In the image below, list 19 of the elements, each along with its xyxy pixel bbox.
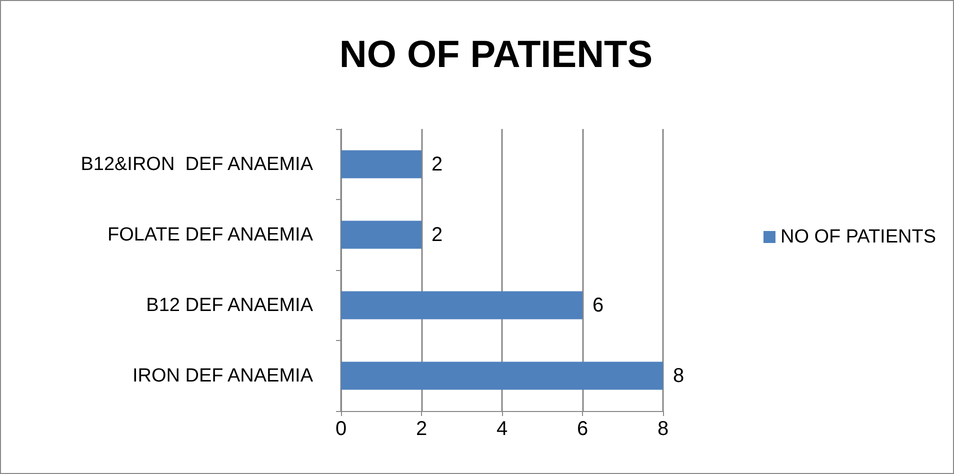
y-tick-label: B12 DEF ANAEMIA (146, 294, 314, 316)
y-tick-label: IRON DEF ANAEMIA (132, 365, 314, 386)
data-label: 8 (673, 364, 684, 387)
legend-label: NO OF PATIENTS (780, 226, 936, 248)
chart-title: NO OF PATIENTS (339, 34, 653, 76)
x-tick-label: 8 (657, 418, 669, 440)
x-tick-label: 2 (416, 418, 428, 440)
x-tick-label: 6 (576, 418, 588, 440)
y-tick-label: FOLATE DEF ANAEMIA (107, 224, 314, 246)
data-label: 2 (432, 153, 443, 176)
x-tick-label: 4 (496, 418, 508, 440)
x-tick-label: 0 (335, 418, 347, 440)
bar (341, 150, 422, 178)
bar (341, 220, 422, 249)
bar (341, 362, 663, 390)
data-label: 6 (592, 294, 604, 316)
y-tick-label: B12&IRON DEF ANAEMIA (80, 154, 314, 175)
bar (341, 291, 582, 320)
data-label: 2 (432, 224, 443, 246)
